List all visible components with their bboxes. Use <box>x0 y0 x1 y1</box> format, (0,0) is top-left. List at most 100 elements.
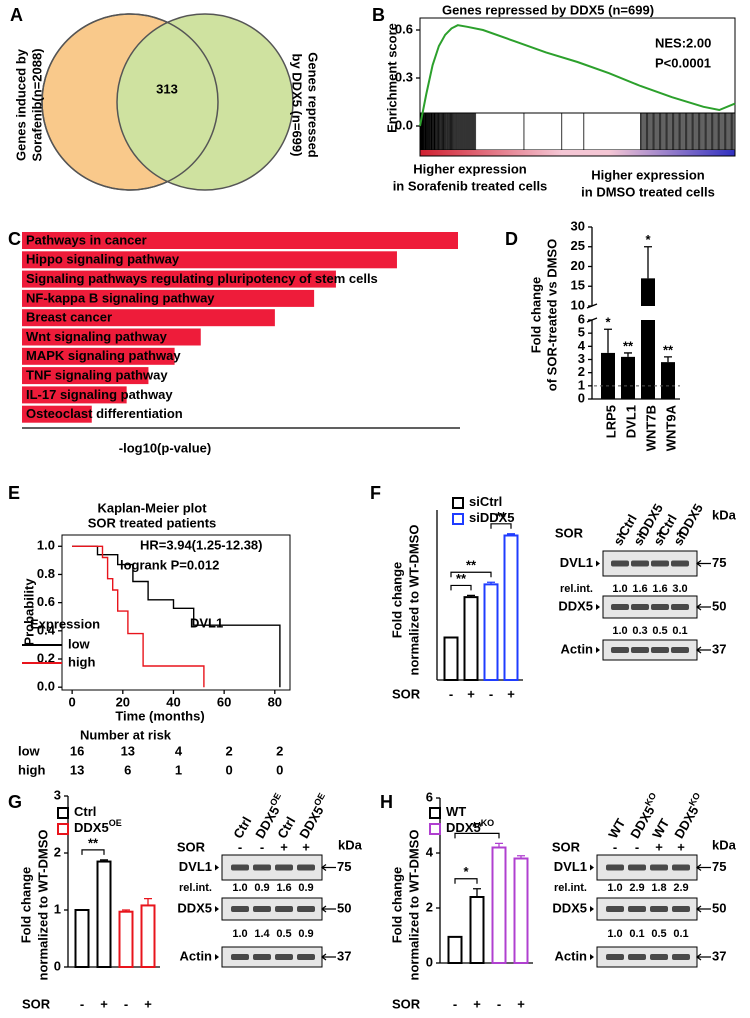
p-value: P<0.0001 <box>655 55 711 70</box>
bar <box>443 636 459 681</box>
treatment-label: SOR <box>392 996 421 1011</box>
rel-value: 1.4 <box>254 928 270 940</box>
panel-label: G <box>8 792 22 812</box>
venn-left-label: Genes induced by <box>13 48 28 161</box>
bar-upper <box>641 278 655 306</box>
risk-value: 13 <box>121 743 135 758</box>
blot-band <box>275 906 293 912</box>
lane-label: DDX5OE <box>295 791 334 841</box>
marker-arrow <box>696 560 711 567</box>
blot-row-label: Actin <box>561 641 594 656</box>
row-pointer <box>596 604 600 610</box>
logrank: logrank P=0.012 <box>120 557 219 572</box>
bar <box>118 910 134 969</box>
blot-band <box>631 604 649 610</box>
rel-value: 2.9 <box>629 882 644 894</box>
risk-value: 4 <box>175 743 183 758</box>
legend-label-sup: OE <box>109 818 122 828</box>
rel-label: rel.int. <box>179 882 212 894</box>
risk-value: 1 <box>175 762 182 777</box>
y-tick-label: 4 <box>578 338 586 353</box>
y-tick-label: 15 <box>571 278 585 293</box>
rel-value: 2.9 <box>673 882 688 894</box>
km-frame <box>61 534 291 691</box>
marker-label: 75 <box>337 859 351 874</box>
error-bar <box>144 897 152 906</box>
panel-label: H <box>380 792 393 812</box>
blot-treatment-label: SOR <box>552 839 581 854</box>
rel-value: 0.5 <box>276 928 291 940</box>
risk-value: 0 <box>276 762 283 777</box>
legend-label-main: Ctrl <box>74 804 96 819</box>
significance: ** <box>623 338 634 353</box>
bar <box>22 328 201 346</box>
risk-label: low <box>18 743 41 758</box>
bar <box>469 896 485 964</box>
row-pointer <box>215 864 219 871</box>
x-axis-label: -log10(p-value) <box>119 440 211 455</box>
y-tick-label: 6 <box>426 789 433 804</box>
panel-label: C <box>8 229 21 249</box>
blot-treatment-sign: - <box>260 839 264 854</box>
panel-label: E <box>8 483 20 503</box>
legend-label-sup: KO <box>481 818 495 828</box>
blot-band <box>611 560 629 567</box>
blot-band <box>650 864 668 871</box>
row-pointer <box>596 560 600 567</box>
treatment-sign: + <box>517 996 525 1011</box>
blot-band <box>651 647 669 653</box>
legend-label: siDDX5 <box>469 510 515 525</box>
blot-band <box>253 906 271 912</box>
marker-label: 75 <box>712 555 726 570</box>
treatment-sign: - <box>497 996 501 1011</box>
y-axis-label: normalized to WT-DMSO <box>406 525 421 676</box>
blot-treatment-label: SOR <box>177 839 206 854</box>
venn-right <box>116 13 294 191</box>
y-tick-label: 0.8 <box>37 566 55 581</box>
blot-row-label: Actin <box>555 948 588 963</box>
blot-band <box>631 560 649 567</box>
bar-label: IL-17 signaling pathway <box>26 387 173 402</box>
treatment-label: SOR <box>22 996 51 1011</box>
bar <box>22 386 127 404</box>
bar-label: Wnt signaling pathway <box>26 329 168 344</box>
rel-label: rel.int. <box>554 882 587 894</box>
legend-swatch <box>452 497 464 509</box>
bar-label: NF-kappa B signaling pathway <box>26 290 215 305</box>
marker-arrow <box>696 603 711 611</box>
blot-row-label: DVL1 <box>560 555 593 570</box>
bar <box>601 352 615 399</box>
rel-value: 3.0 <box>672 583 687 595</box>
legend-label-main: DDX5 <box>74 820 109 835</box>
blot-band <box>611 604 629 610</box>
y-tick-label: 2 <box>54 844 61 859</box>
legend-label-main: WT <box>446 804 466 819</box>
bar-label: Pathways in cancer <box>26 232 147 247</box>
blot-band <box>650 954 668 960</box>
panel-label: A <box>10 5 23 25</box>
gsea-left-label: Higher expression <box>413 161 526 176</box>
bar <box>513 857 529 964</box>
x-axis-label: Time (months) <box>115 708 204 723</box>
significance: ** <box>663 342 674 357</box>
significance: * <box>605 315 611 330</box>
y-axis-label: Fold change <box>389 562 404 639</box>
y-tick-label: 4 <box>426 844 434 859</box>
risk-value: 6 <box>124 762 131 777</box>
bar <box>22 347 175 365</box>
bar-label: Hippo signaling pathway <box>26 252 180 267</box>
error-bar <box>122 909 130 912</box>
blot-treatment-sign: - <box>618 525 622 540</box>
rel-value: 0.1 <box>629 928 644 940</box>
row-pointer <box>215 954 219 960</box>
blot-band <box>628 906 646 912</box>
x-tick-label: 60 <box>217 694 231 709</box>
significance: * <box>645 232 651 247</box>
blot-row-label: DDX5 <box>177 900 212 915</box>
significance: ** <box>456 571 467 586</box>
lane-label: Ctrl <box>231 814 255 841</box>
blot-treatment-sign: - <box>638 525 642 540</box>
x-tick-label: LRP5 <box>603 405 618 438</box>
rel-value: 0.9 <box>254 882 269 894</box>
